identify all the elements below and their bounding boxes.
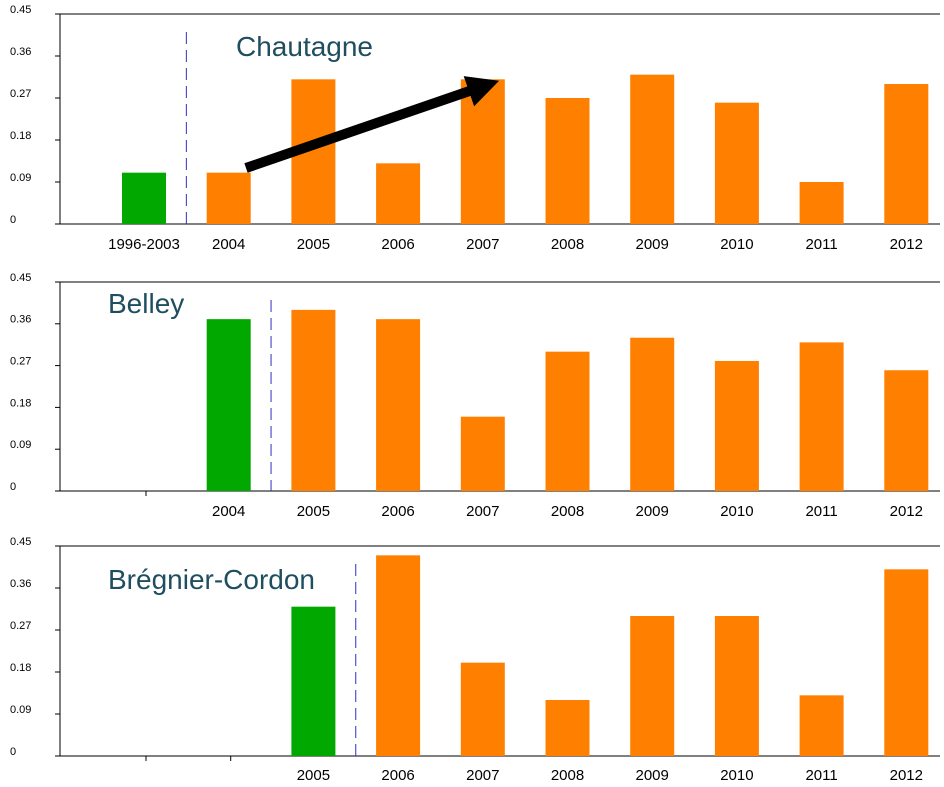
y-tick-label: 0.09 (10, 172, 31, 184)
x-tick-label: 2004 (212, 236, 245, 253)
y-tick-label: 0.09 (10, 439, 31, 451)
bar (545, 700, 590, 756)
bar (630, 616, 675, 756)
x-tick-label: 2008 (551, 767, 584, 784)
bar (460, 662, 505, 756)
y-tick-label: 0.45 (10, 536, 31, 548)
bar (460, 416, 505, 491)
x-tick-label: 2009 (636, 503, 669, 520)
bar (714, 102, 759, 224)
bar (884, 84, 929, 224)
bar (884, 370, 929, 491)
x-tick-label: 2007 (466, 236, 499, 253)
y-tick-label: 0.36 (10, 578, 31, 590)
trend-arrow (244, 76, 500, 173)
panel-label: Brégnier-Cordon (108, 564, 315, 595)
bar (714, 360, 759, 491)
y-tick-label: 0.27 (10, 88, 31, 100)
y-tick-label: 0.45 (10, 272, 31, 284)
x-tick-label: 2004 (212, 503, 245, 520)
bar (799, 342, 844, 491)
y-tick-label: 0.36 (10, 314, 31, 326)
bar (884, 569, 929, 756)
bar (460, 79, 505, 224)
bar (545, 351, 590, 491)
y-tick-label: 0.09 (10, 704, 31, 716)
y-tick-label: 0 (10, 746, 16, 758)
bar (206, 172, 251, 224)
x-tick-label: 2011 (805, 503, 837, 520)
bar (714, 616, 759, 756)
panel-label: Chautagne (236, 31, 373, 62)
y-tick-label: 0.18 (10, 397, 31, 409)
x-tick-label: 2005 (297, 236, 330, 253)
bar (376, 555, 421, 756)
x-tick-label: 2011 (805, 236, 837, 253)
y-tick-label: 0.36 (10, 46, 31, 58)
x-tick-label: 2006 (381, 767, 414, 784)
y-tick-label: 0.18 (10, 662, 31, 674)
bar (376, 163, 421, 224)
x-tick-label: 2012 (890, 236, 923, 253)
x-tick-label: 2011 (805, 767, 837, 784)
y-tick-label: 0.27 (10, 620, 31, 632)
bar (799, 695, 844, 756)
x-tick-label: 1996-2003 (108, 236, 180, 253)
x-tick-label: 2010 (720, 767, 753, 784)
bar (291, 309, 336, 491)
bar (545, 98, 590, 224)
x-tick-label: 2012 (890, 767, 923, 784)
x-tick-label: 2009 (636, 767, 669, 784)
y-tick-label: 0 (10, 481, 16, 493)
x-tick-label: 2012 (890, 503, 923, 520)
bar (206, 319, 251, 491)
bar (630, 337, 675, 491)
x-tick-label: 2006 (381, 236, 414, 253)
x-tick-label: 2005 (297, 503, 330, 520)
panel-label: Belley (108, 288, 184, 319)
x-tick-label: 2009 (636, 236, 669, 253)
x-tick-label: 2007 (466, 503, 499, 520)
bar (799, 182, 844, 224)
bar (376, 319, 421, 491)
y-tick-label: 0.18 (10, 130, 31, 142)
y-tick-label: 0.45 (10, 4, 31, 16)
bar (291, 606, 336, 756)
x-tick-label: 2005 (297, 767, 330, 784)
bar (630, 74, 675, 225)
y-tick-label: 0.27 (10, 356, 31, 368)
x-tick-label: 2008 (551, 236, 584, 253)
x-tick-label: 2010 (720, 503, 753, 520)
x-tick-label: 2010 (720, 236, 753, 253)
y-tick-label: 0 (10, 214, 16, 226)
x-tick-label: 2006 (381, 503, 414, 520)
x-tick-label: 2008 (551, 503, 584, 520)
x-tick-label: 2007 (466, 767, 499, 784)
bar (122, 172, 166, 224)
